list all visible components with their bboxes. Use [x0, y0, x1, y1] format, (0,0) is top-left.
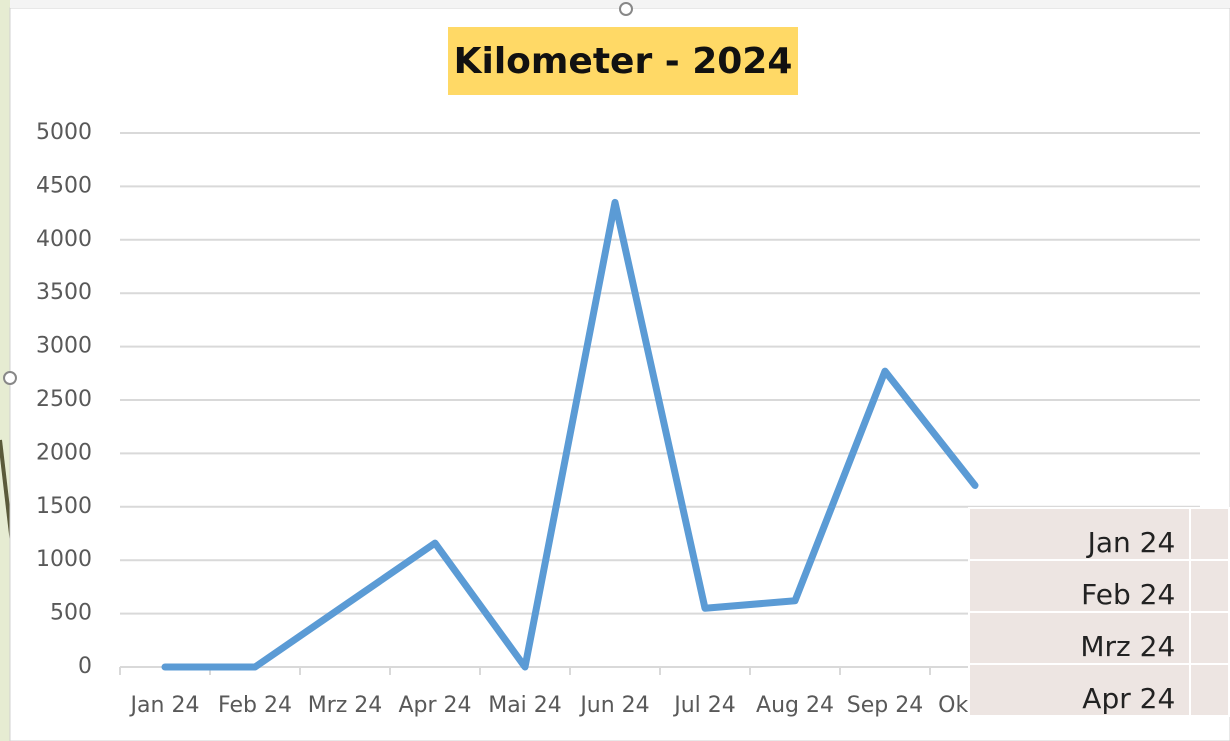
y-tick-label: 1000 — [36, 547, 92, 572]
x-tick-label: Jul 24 — [672, 693, 736, 718]
table-cell[interactable]: Feb 24 — [967, 559, 1192, 613]
y-tick-label: 5000 — [36, 120, 92, 145]
x-tick-label: Feb 24 — [218, 693, 292, 718]
y-tick-label: 0 — [78, 654, 92, 679]
table-cell[interactable]: Apr 24 — [967, 663, 1192, 717]
table-cell[interactable] — [1189, 559, 1230, 613]
x-tick-label: Apr 24 — [398, 693, 471, 718]
y-tick-label: 4000 — [36, 227, 92, 252]
table-row: Jan 24 — [967, 507, 1230, 561]
table-cell[interactable] — [1189, 663, 1230, 717]
y-tick-label: 1500 — [36, 494, 92, 519]
x-tick-label: Aug 24 — [756, 693, 834, 718]
table-cell[interactable] — [1189, 611, 1230, 665]
table-cell[interactable]: Mrz 24 — [967, 611, 1192, 665]
title-box — [448, 27, 798, 95]
y-tick-label: 2500 — [36, 387, 92, 412]
table-cell[interactable]: Jan 24 — [967, 507, 1192, 561]
x-tick-label: Jan 24 — [129, 693, 200, 718]
table-row: Feb 24 — [967, 559, 1230, 613]
x-tick-label: Jun 24 — [578, 693, 649, 718]
y-tick-label: 3000 — [36, 334, 92, 359]
y-tick-label: 4500 — [36, 173, 92, 198]
table-row: Apr 24 — [967, 663, 1230, 717]
data-table: Jan 24 Feb 24 Mrz 24 Apr 24 — [967, 507, 1230, 717]
table-cell[interactable] — [1189, 507, 1230, 561]
x-tick-label: Mai 24 — [488, 693, 562, 718]
resize-handle[interactable] — [619, 2, 633, 16]
y-tick-label: 2000 — [36, 440, 92, 465]
chart-title: Kilometer - 2024 — [454, 41, 793, 82]
table-row: Mrz 24 — [967, 611, 1230, 665]
x-tick-label: Mrz 24 — [308, 693, 383, 718]
resize-handle[interactable] — [3, 371, 17, 385]
data-line — [161, 198, 979, 671]
y-tick-label: 500 — [50, 601, 92, 626]
cell-strip — [10, 0, 1230, 8]
y-tick-label: 3500 — [36, 280, 92, 305]
x-tick-label: Sep 24 — [847, 693, 923, 718]
